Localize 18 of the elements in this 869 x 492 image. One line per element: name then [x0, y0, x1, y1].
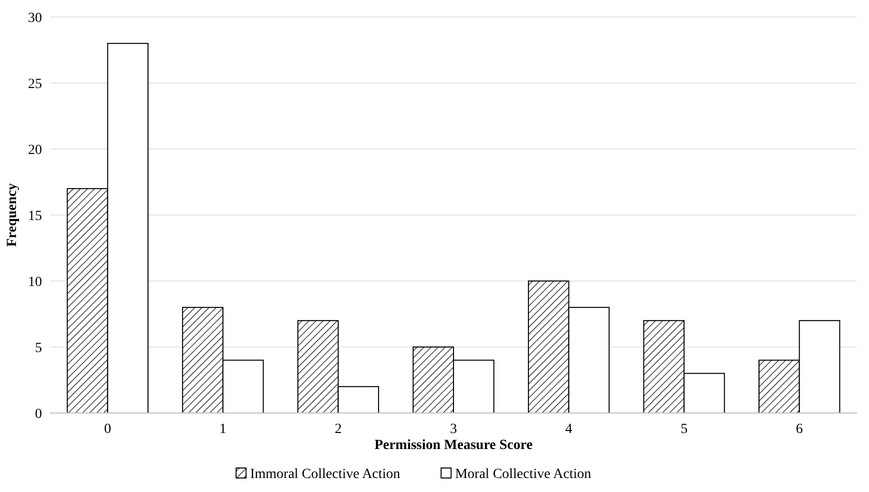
legend-label: Moral Collective Action: [455, 467, 592, 482]
y-tick-label: 0: [35, 406, 42, 422]
x-tick-label: 3: [450, 422, 457, 437]
y-axis-title: Frequency: [5, 183, 20, 247]
y-tick-label: 10: [28, 274, 42, 290]
x-tick-label: 0: [104, 422, 112, 437]
x-axis-title: Permission Measure Score: [374, 438, 533, 453]
x-tick-label: 4: [565, 422, 572, 437]
y-tick-label: 15: [28, 208, 42, 224]
y-tick-label: 5: [35, 340, 42, 356]
x-tick-label: 2: [334, 422, 342, 437]
x-tick-label: 6: [796, 422, 803, 437]
y-tick-label: 25: [28, 76, 42, 92]
legend-label: Immoral Collective Action: [250, 467, 400, 482]
x-tick-label: 1: [219, 422, 226, 437]
x-tick-label: 5: [680, 422, 688, 437]
y-tick-label: 30: [28, 10, 42, 26]
y-tick-label: 20: [28, 142, 42, 158]
